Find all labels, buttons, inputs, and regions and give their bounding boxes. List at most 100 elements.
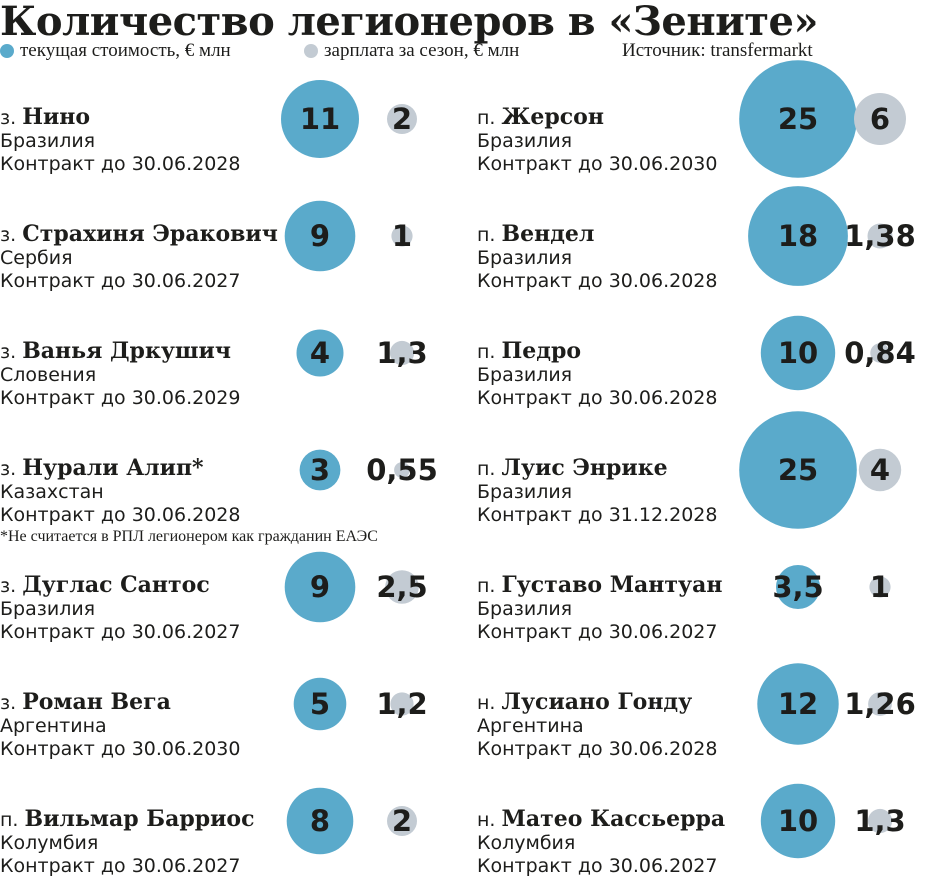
value-bubble — [757, 663, 839, 745]
value-label: 4 — [310, 336, 330, 370]
player-heading: з. Ванья Дркушич — [0, 340, 300, 364]
salary-bubble — [870, 343, 890, 363]
player-position: п. — [477, 575, 496, 597]
player-heading: п. Густаво Мантуан — [477, 574, 777, 598]
player-entry: з. Ванья Дркушич Словения Контракт до 30.0… — [0, 340, 300, 410]
source-note: Источник: transfermarkt — [622, 40, 813, 61]
value-bubble — [284, 551, 356, 623]
salary-bubble — [858, 448, 902, 492]
legend: текущая стоимость, € млн зарплата за сез… — [0, 40, 930, 62]
value-label: 8 — [310, 804, 330, 838]
player-name: Нино — [22, 104, 91, 130]
player-position: п. — [0, 809, 19, 831]
player-name: Вендел — [501, 221, 595, 247]
salary-label: 6 — [870, 102, 890, 136]
value-label: 3 — [310, 453, 330, 487]
player-heading: з. Нино — [0, 106, 300, 130]
player-position: з. — [0, 575, 17, 597]
player-name: Лусиано Гонду — [501, 689, 693, 715]
player-entry: н. Лусиано Гонду Аргентина Контракт до 30.… — [477, 691, 777, 761]
value-bubble — [293, 677, 347, 731]
salary-bubble — [390, 692, 414, 716]
player-contract: Контракт до 30.06.2030 — [477, 153, 718, 175]
value-bubble — [739, 60, 857, 178]
player-entry: з. Роман Вега Аргентина Контракт до 30.06.… — [0, 691, 300, 761]
player-name: Педро — [501, 338, 582, 364]
salary-bubble — [854, 93, 906, 145]
player-name: Дуглас Сантос — [22, 572, 210, 598]
value-bubble — [748, 186, 848, 286]
player-entry: з. Нурали Алип* Казахстан Контракт до 30.0… — [0, 457, 300, 527]
player-heading: п. Жерсон — [477, 106, 777, 130]
player-contract: Контракт до 30.06.2027 — [477, 621, 718, 643]
player-country: Бразилия — [477, 247, 573, 269]
player-position: з. — [0, 224, 17, 246]
value-label: 18 — [778, 219, 818, 253]
player-name: Густаво Мантуан — [501, 572, 723, 598]
player-name: Жерсон — [501, 104, 604, 130]
value-bubble — [284, 200, 356, 272]
value-label: 10 — [778, 804, 818, 838]
player-contract: Контракт до 30.06.2027 — [477, 855, 718, 877]
player-heading: з. Дуглас Сантос — [0, 574, 300, 598]
salary-bubble — [391, 225, 413, 247]
player-entry: п. Вендел Бразилия Контракт до 30.06.2028 — [477, 223, 777, 293]
player-contract: Контракт до 30.06.2028 — [477, 738, 718, 760]
player-country: Бразилия — [477, 481, 573, 503]
value-label: 9 — [310, 219, 330, 253]
value-bubble — [760, 783, 836, 859]
player-heading: з. Роман Вега — [0, 691, 300, 715]
player-name: Луис Энрике — [501, 455, 668, 481]
salary-bubble — [867, 223, 893, 249]
value-bubble — [776, 565, 820, 609]
value-label: 11 — [300, 102, 340, 136]
player-contract: Контракт до 30.06.2029 — [0, 387, 241, 409]
player-position: п. — [477, 107, 496, 129]
player-country: Казахстан — [0, 481, 104, 503]
player-heading: з. Страхиня Эракович — [0, 223, 300, 247]
salary-label: 1,3 — [376, 336, 427, 370]
player-heading: з. Нурали Алип* — [0, 457, 300, 481]
legend-dot-salary-icon — [304, 44, 318, 58]
player-name: Матео Кассьерра — [501, 806, 726, 832]
salary-bubble — [387, 806, 417, 836]
legend-label-salary: зарплата за сезон, € млн — [324, 40, 520, 61]
player-entry: п. Жерсон Бразилия Контракт до 30.06.2030 — [477, 106, 777, 176]
value-label: 9 — [310, 570, 330, 604]
salary-label: 2,5 — [376, 570, 427, 604]
salary-label: 0,84 — [844, 336, 916, 370]
player-country: Сербия — [0, 247, 73, 269]
value-label: 25 — [778, 102, 818, 136]
value-label: 10 — [778, 336, 818, 370]
salary-label: 2 — [392, 804, 412, 838]
salary-label: 4 — [870, 453, 890, 487]
value-label: 12 — [778, 687, 818, 721]
salary-label: 1,38 — [844, 219, 916, 253]
value-label: 25 — [778, 453, 818, 487]
player-heading: н. Матео Кассьерра — [477, 808, 777, 832]
legend-dot-value-icon — [0, 44, 14, 58]
player-entry: п. Педро Бразилия Контракт до 30.06.2028 — [477, 340, 777, 410]
player-position: п. — [477, 341, 496, 363]
player-contract: Контракт до 30.06.2027 — [0, 270, 241, 292]
player-heading: п. Педро — [477, 340, 777, 364]
salary-label: 1 — [392, 219, 412, 253]
player-country: Колумбия — [0, 832, 99, 854]
player-country: Колумбия — [477, 832, 576, 854]
value-bubble — [739, 411, 857, 529]
player-entry: п. Луис Энрике Бразилия Контракт до 31.12.… — [477, 457, 777, 527]
legend-label-value: текущая стоимость, € млн — [20, 40, 231, 61]
salary-label: 2 — [392, 102, 412, 136]
player-heading: п. Вендел — [477, 223, 777, 247]
value-label: 3,5 — [772, 570, 823, 604]
value-bubble — [296, 329, 344, 377]
player-contract: Контракт до 31.12.2028 — [477, 504, 718, 526]
player-heading: п. Вильмар Барриос — [0, 808, 300, 832]
player-entry: п. Густаво Мантуан Бразилия Контракт до 30… — [477, 574, 777, 644]
player-position: п. — [477, 224, 496, 246]
value-label: 5 — [310, 687, 330, 721]
player-heading: п. Луис Энрике — [477, 457, 777, 481]
value-bubble — [286, 787, 354, 855]
player-name: Вильмар Барриос — [24, 806, 255, 832]
